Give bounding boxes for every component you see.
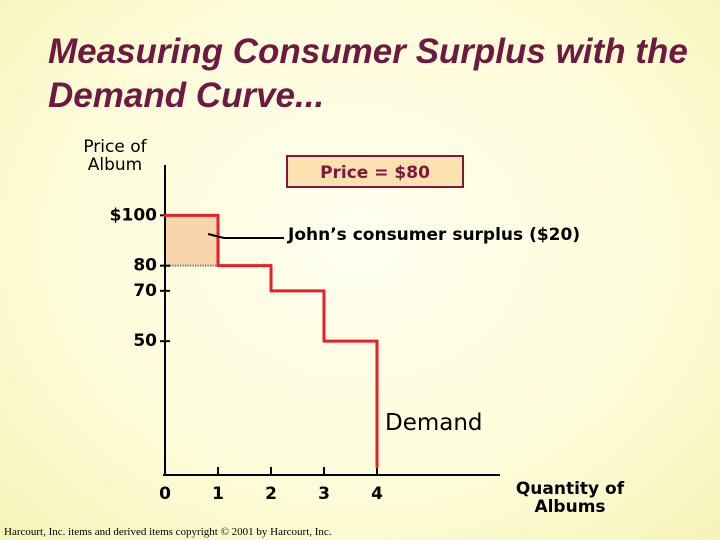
y-tick-label: $100 xyxy=(110,205,157,225)
chart-title: Measuring Consumer Surplus with the Dema… xyxy=(48,32,688,115)
y-tick-label: 80 xyxy=(133,256,157,276)
surplus-annotation: John’s consumer surplus ($20) xyxy=(288,225,581,245)
surplus-area xyxy=(164,214,219,267)
y-tick-label: 50 xyxy=(133,331,157,351)
y-tick-label: 70 xyxy=(133,281,157,301)
x-tick-label: 0 xyxy=(159,484,171,504)
y-axis-label: Price of Album xyxy=(83,137,147,175)
credit: Harcourt, Inc. items and derived items c… xyxy=(4,526,332,538)
x-axis-label: Quantity of Albums xyxy=(515,479,625,517)
x-tick-label: 4 xyxy=(371,484,383,504)
leader-line xyxy=(207,233,225,239)
demand-label: Demand xyxy=(385,410,483,436)
x-tick-label: 2 xyxy=(265,484,277,504)
price-box: Price = $80 xyxy=(286,155,464,188)
x-tick-label: 1 xyxy=(212,484,224,504)
x-tick-label: 3 xyxy=(318,484,330,504)
